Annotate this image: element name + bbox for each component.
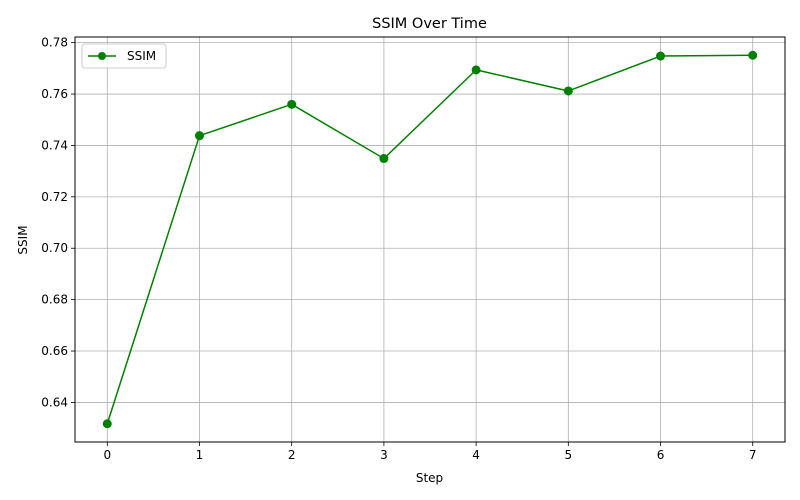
- data-point: [194, 131, 204, 141]
- axis-ticks: 0 1 2 3 4 5 6 7 0.64 0.66 0.68 0.70 0.72 0.74 0.76 0.78: [41, 36, 756, 462]
- data-point: [471, 65, 481, 75]
- legend-label: SSIM: [127, 49, 156, 63]
- series-layer: [102, 50, 758, 429]
- data-point: [379, 154, 389, 164]
- x-tick-label: 7: [749, 448, 757, 462]
- x-tick-label: 2: [288, 448, 296, 462]
- x-tick-label: 5: [564, 448, 572, 462]
- y-tick-label: 0.74: [41, 138, 68, 152]
- legend: SSIM: [81, 43, 167, 69]
- x-tick-label: 0: [103, 448, 111, 462]
- plot-area-frame: [74, 36, 786, 443]
- legend-box: [81, 43, 167, 69]
- grid: [75, 37, 785, 442]
- x-axis-label: Step: [416, 471, 443, 485]
- data-point: [287, 99, 297, 109]
- legend-marker: [98, 52, 106, 60]
- y-tick-label: 0.72: [41, 190, 68, 204]
- y-tick-label: 0.78: [41, 36, 68, 50]
- x-tick-label: 6: [657, 448, 665, 462]
- y-tick-label: 0.64: [41, 395, 68, 409]
- y-axis-label: SSIM: [16, 225, 30, 254]
- chart-title: SSIM Over Time: [372, 16, 487, 32]
- y-tick-label: 0.76: [41, 87, 68, 101]
- x-tick-label: 1: [196, 448, 204, 462]
- y-tick-label: 0.66: [41, 344, 68, 358]
- x-tick-label: 3: [380, 448, 388, 462]
- data-point: [102, 419, 112, 429]
- data-point: [656, 51, 666, 61]
- series-line: [106, 54, 753, 424]
- y-tick-label: 0.68: [41, 293, 68, 307]
- y-tick-label: 0.70: [41, 241, 68, 255]
- x-tick-label: 4: [472, 448, 480, 462]
- data-point: [563, 86, 573, 96]
- data-point: [748, 50, 758, 60]
